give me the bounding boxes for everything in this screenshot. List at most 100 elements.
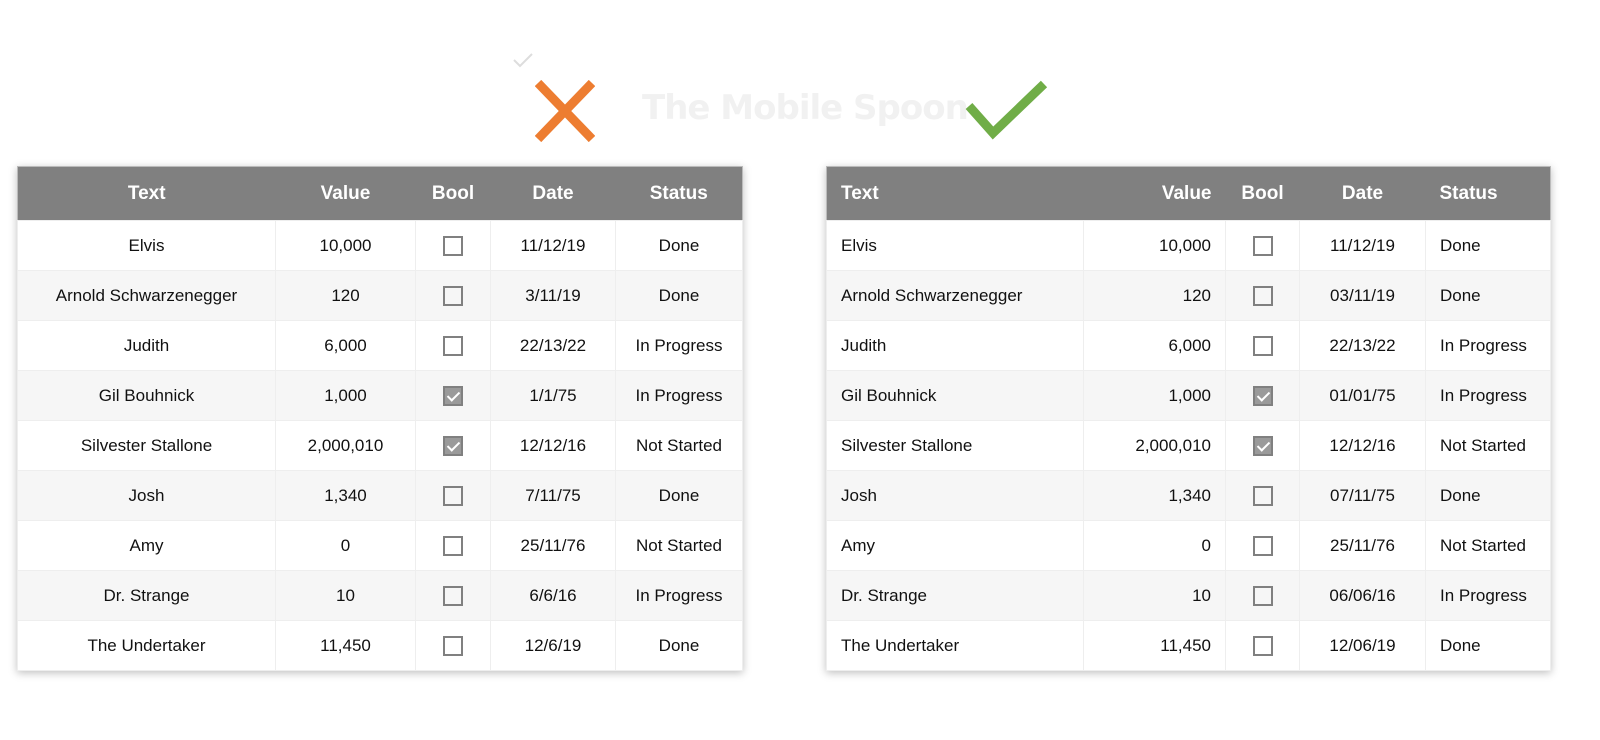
cell-value: 1,340 [275,470,416,521]
cell-date: 22/13/22 [1299,320,1426,371]
cell-value: 6,000 [1083,320,1226,371]
table-row: Silvester Stallone 2,000,010 12/12/16 Not S… [826,420,1551,471]
cell-text: The Undertaker [826,620,1084,671]
table-row: Gil Bouhnick 1,000 1/1/75 In Progress [17,370,743,421]
checkbox[interactable] [443,285,463,306]
cell-bool [415,220,491,271]
checkbox[interactable] [1252,485,1273,506]
table-row: Judith 6,000 22/13/22 In Progress [826,320,1551,371]
small-check-icon [513,53,533,68]
header-value[interactable]: Value [1083,166,1226,221]
cell-date: 12/12/16 [490,420,616,471]
cell-date: 12/12/16 [1299,420,1426,471]
checkbox-checked[interactable] [443,385,463,406]
cell-date: 22/13/22 [490,320,616,371]
header-value[interactable]: Value [275,166,416,221]
cell-text: Silvester Stallone [826,420,1084,471]
cell-bool [415,320,491,371]
checkbox[interactable] [1252,335,1273,356]
header-row: Text Value Bool Date Status [17,166,743,221]
checkbox[interactable] [443,635,463,656]
checkbox[interactable] [443,585,463,606]
header-date[interactable]: Date [490,166,616,221]
cell-bool [1225,270,1300,321]
cell-bool [1225,520,1300,571]
header-date[interactable]: Date [1299,166,1426,221]
checkbox[interactable] [1252,635,1273,656]
cell-text: Judith [17,320,276,371]
cell-text: Silvester Stallone [17,420,276,471]
table-row: The Undertaker 11,450 12/06/19 Done [826,620,1551,671]
cell-bool [415,620,491,671]
cell-value: 6,000 [275,320,416,371]
cell-status: In Progress [615,570,743,621]
good-table: Text Value Bool Date Status Elvis 10,000 11/12/… [826,166,1551,671]
cell-status: Done [615,220,743,271]
table-row: Josh 1,340 7/11/75 Done [17,470,743,521]
cell-text: Elvis [826,220,1084,271]
header-bool[interactable]: Bool [1225,166,1300,221]
table-row: Amy 0 25/11/76 Not Started [17,520,743,571]
cell-status: In Progress [615,370,743,421]
header-status[interactable]: Status [615,166,743,221]
cell-value: 10,000 [1083,220,1226,271]
cell-status: Done [615,470,743,521]
table-row: Amy 0 25/11/76 Not Started [826,520,1551,571]
cell-status: In Progress [1425,570,1551,621]
cell-text: Elvis [17,220,276,271]
x-mark-icon [535,80,595,142]
table-row: Gil Bouhnick 1,000 01/01/75 In Progress [826,370,1551,421]
cell-date: 25/11/76 [1299,520,1426,571]
checkbox[interactable] [443,535,463,556]
cell-text: Amy [17,520,276,571]
cell-value: 120 [275,270,416,321]
cell-bool [1225,220,1300,271]
cell-text: Amy [826,520,1084,571]
header-status[interactable]: Status [1425,166,1551,221]
table-row: Silvester Stallone 2,000,010 12/12/16 Not S… [17,420,743,471]
checkbox[interactable] [1252,285,1273,306]
cell-bool [1225,570,1300,621]
cell-date: 03/11/19 [1299,270,1426,321]
cell-date: 1/1/75 [490,370,616,421]
cell-value: 120 [1083,270,1226,321]
cell-bool [415,570,491,621]
header-text[interactable]: Text [17,166,276,221]
cell-bool [415,270,491,321]
table-row: The Undertaker 11,450 12/6/19 Done [17,620,743,671]
cell-status: In Progress [1425,320,1551,371]
checkbox[interactable] [443,485,463,506]
header-text[interactable]: Text [826,166,1084,221]
cell-status: Not Started [1425,520,1551,571]
cell-value: 1,340 [1083,470,1226,521]
cell-text: Arnold Schwarzenegger [826,270,1084,321]
check-mark-icon [965,80,1048,140]
checkbox-checked[interactable] [1252,385,1273,406]
bad-table: Text Value Bool Date Status Elvis 10,000 11/12/… [17,166,743,671]
cell-text: Gil Bouhnick [17,370,276,421]
cell-text: Josh [826,470,1084,521]
cell-value: 11,450 [1083,620,1226,671]
checkbox[interactable] [1252,235,1273,256]
checkbox[interactable] [1252,585,1273,606]
checkbox-checked[interactable] [443,435,463,456]
cell-date: 3/11/19 [490,270,616,321]
header-bool[interactable]: Bool [415,166,491,221]
cell-text: Judith [826,320,1084,371]
cell-date: 12/06/19 [1299,620,1426,671]
table-row: Josh 1,340 07/11/75 Done [826,470,1551,521]
table-row: Judith 6,000 22/13/22 In Progress [17,320,743,371]
cell-status: Done [615,620,743,671]
cell-value: 1,000 [275,370,416,421]
checkbox[interactable] [443,335,463,356]
cell-bool [415,370,491,421]
table-row: Arnold Schwarzenegger 120 3/11/19 Done [17,270,743,321]
cell-value: 0 [275,520,416,571]
checkbox[interactable] [443,235,463,256]
checkbox-checked[interactable] [1252,435,1273,456]
table-row: Dr. Strange 10 06/06/16 In Progress [826,570,1551,621]
cell-text: Arnold Schwarzenegger [17,270,276,321]
cell-value: 10,000 [275,220,416,271]
cell-value: 2,000,010 [275,420,416,471]
checkbox[interactable] [1252,535,1273,556]
